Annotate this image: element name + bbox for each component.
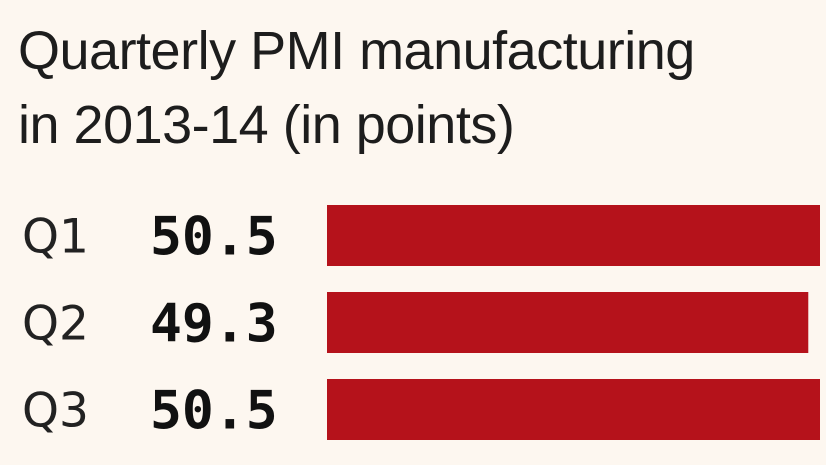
bar-q2 [327,292,809,353]
value-label-q2: 49.3 [150,294,278,355]
chart-title: Quarterly PMI manufacturing in 2013-14 (… [18,14,818,162]
bar-q1 [327,205,820,266]
category-label-q1: Q1 [22,210,89,265]
bar-q3 [327,379,820,440]
category-label-q2: Q2 [22,297,89,352]
chart-title-line-1: Quarterly PMI manufacturing [18,21,695,81]
value-label-q1: 50.5 [150,207,278,268]
category-label-q3: Q3 [22,384,89,439]
chart-title-line-2: in 2013-14 (in points) [18,95,515,155]
value-label-q3: 50.5 [150,381,278,442]
